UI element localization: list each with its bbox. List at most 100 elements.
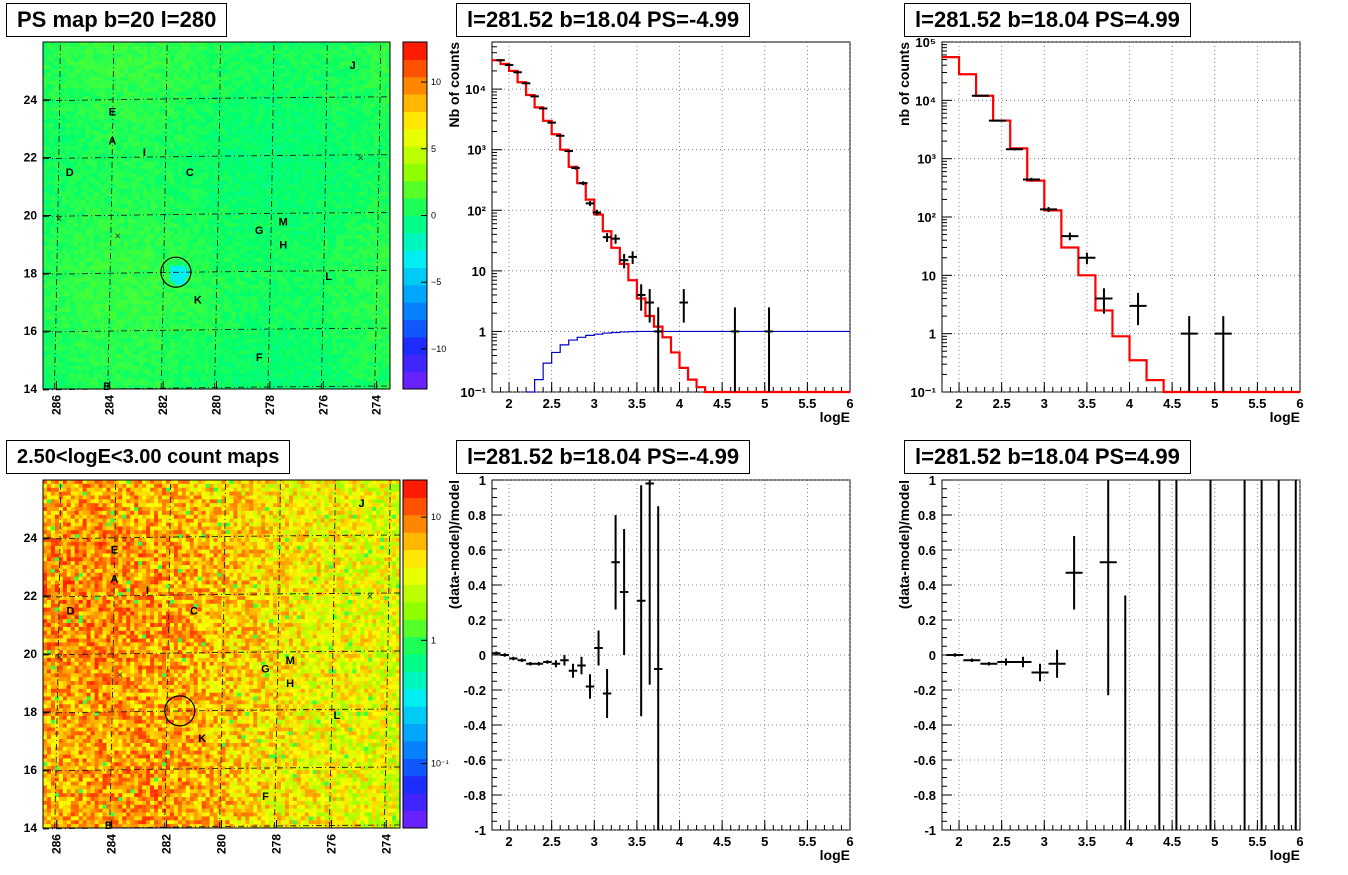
map-cell: [123, 327, 129, 332]
map-cell: [123, 92, 129, 97]
map-cell: [224, 169, 229, 174]
map-cell: [69, 269, 75, 274]
map-cell: [174, 257, 179, 263]
map-cell: [77, 284, 82, 290]
map-cell: [116, 115, 121, 120]
map-cell: [104, 72, 109, 78]
map-cell: [177, 311, 183, 317]
map-cell: [85, 169, 90, 174]
map-cell: [108, 381, 113, 386]
map-cell: [66, 76, 71, 81]
map-cell: [228, 315, 233, 320]
map-cell: [208, 65, 214, 70]
map-cell: [162, 242, 167, 247]
map-cell: [89, 281, 94, 286]
map-cell: [220, 173, 225, 178]
map-cell: [150, 311, 156, 317]
map-cell: [120, 203, 125, 209]
map-cell: [123, 315, 129, 320]
map-cell: [43, 234, 48, 240]
map-cell: [162, 130, 167, 135]
map-cell: [177, 265, 183, 270]
map-cell: [255, 99, 260, 105]
map-cell: [224, 219, 229, 224]
map-cell: [231, 365, 237, 371]
map-cell: [216, 134, 221, 139]
map-cell: [201, 277, 206, 282]
map-cell: [193, 115, 198, 120]
map-cell: [58, 246, 63, 251]
map-cell: [139, 153, 144, 159]
map-cell: [239, 323, 244, 328]
map-cell: [50, 338, 55, 344]
map-cell: [247, 161, 252, 166]
map-cell: [131, 134, 136, 139]
map-cell: [108, 385, 113, 390]
map-cell: [158, 53, 163, 58]
map-cell: [197, 335, 202, 340]
map-cell: [58, 72, 63, 78]
map-cell: [69, 173, 75, 178]
map-cell: [66, 146, 71, 151]
map-cell: [85, 230, 90, 236]
map-cell: [154, 57, 160, 62]
map-cell: [135, 338, 140, 344]
map-cell: [143, 95, 148, 101]
map-cell: [73, 153, 79, 159]
map-cell: [193, 261, 198, 267]
map-cell: [166, 246, 171, 251]
map-cell: [108, 99, 113, 105]
map-cell: [185, 61, 190, 66]
map-cell: [58, 65, 63, 70]
map-cell: [201, 173, 206, 178]
map-cell: [58, 342, 63, 347]
map-cell: [150, 161, 156, 166]
map-cell: [247, 277, 252, 282]
map-cell: [150, 57, 156, 62]
map-cell: [139, 311, 144, 317]
map-cell: [62, 72, 67, 78]
map-cell: [235, 45, 241, 51]
map-cell: [247, 261, 252, 267]
map-cell: [185, 49, 190, 54]
map-cell: [69, 53, 75, 58]
map-cell: [50, 103, 55, 108]
map-cell: [69, 161, 75, 166]
map-cell: [93, 138, 98, 143]
map-cell: [93, 227, 98, 232]
map-cell: [154, 304, 160, 309]
map-cell: [150, 53, 156, 58]
map-cell: [197, 146, 202, 151]
map-cell: [197, 92, 202, 97]
map-cell: [81, 53, 86, 58]
map-cell: [181, 284, 187, 290]
map-cell: [185, 365, 190, 371]
map-cell: [139, 335, 144, 340]
map-cell: [100, 99, 106, 105]
map-cell: [104, 369, 109, 374]
map-cell: [135, 362, 140, 367]
map-cell: [54, 219, 59, 224]
map-cell: [73, 311, 79, 317]
map-cell: [193, 80, 198, 85]
map-cell: [247, 327, 252, 332]
map-cell: [239, 68, 244, 74]
map-cell: [73, 45, 79, 51]
map-cell: [150, 327, 156, 332]
map-cell: [116, 281, 121, 286]
map-cell: [231, 300, 237, 305]
map-cell: [104, 49, 109, 54]
map-cell: [154, 362, 160, 367]
map-cell: [216, 203, 221, 209]
map-cell: [104, 65, 109, 70]
map-cell: [81, 203, 86, 209]
map-cell: [116, 169, 121, 174]
map-cell: [81, 373, 86, 378]
map-cell: [120, 107, 125, 112]
map-cell: [220, 165, 225, 170]
map-cell: [158, 92, 163, 97]
map-cell: [66, 327, 71, 332]
map-cell: [251, 42, 256, 47]
map-cell: [166, 134, 171, 139]
map-cell: [112, 323, 117, 328]
